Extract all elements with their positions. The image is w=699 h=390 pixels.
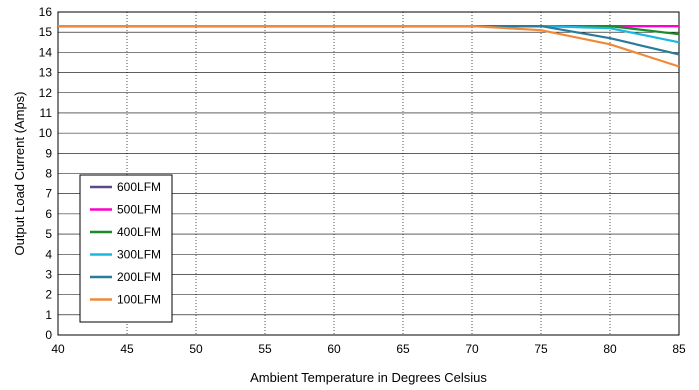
y-tick-label: 10 <box>39 126 53 140</box>
y-tick-label: 14 <box>39 45 53 59</box>
y-tick-label: 6 <box>45 207 52 221</box>
y-axis-title: Output Load Current (Amps) <box>12 91 27 255</box>
series-lines <box>58 25 680 68</box>
legend-label: 400LFM <box>117 225 161 239</box>
plot-border <box>57 11 680 336</box>
legend-label: 200LFM <box>117 270 161 284</box>
y-tick-label: 8 <box>45 167 52 181</box>
y-tick-label: 1 <box>45 308 52 322</box>
y-tick-label: 12 <box>39 86 53 100</box>
legend: 600LFM 500LFM 400LFM 300LFM 200LFM 100LFM <box>79 174 173 323</box>
y-tick-label: 13 <box>39 66 53 80</box>
x-tick-label: 70 <box>465 342 479 356</box>
x-tick-label: 75 <box>534 342 548 356</box>
x-tick-label: 65 <box>396 342 410 356</box>
y-tick-label: 4 <box>45 247 52 261</box>
x-tick-label: 60 <box>327 342 341 356</box>
x-tick-label: 45 <box>120 342 134 356</box>
y-tick-label: 3 <box>45 267 52 281</box>
y-tick-label: 7 <box>45 187 52 201</box>
y-tick-label: 5 <box>45 227 52 241</box>
y-tick-label: 15 <box>39 25 53 39</box>
x-tick-labels: 40 45 50 55 60 65 70 75 80 85 <box>51 342 686 356</box>
legend-label: 600LFM <box>117 180 161 194</box>
x-tick-label: 85 <box>672 342 686 356</box>
series-line-100lfm <box>58 25 680 68</box>
legend-label: 100LFM <box>117 293 161 307</box>
x-tick-label: 80 <box>603 342 617 356</box>
legend-label: 500LFM <box>117 203 161 217</box>
y-tick-label: 0 <box>45 328 52 342</box>
y-tick-label: 16 <box>39 5 53 19</box>
x-tick-label: 50 <box>189 342 203 356</box>
y-tick-label: 9 <box>45 146 52 160</box>
x-tick-label: 55 <box>258 342 272 356</box>
x-axis-title: Ambient Temperature in Degrees Celsius <box>250 370 487 385</box>
y-tick-label: 2 <box>45 288 52 302</box>
legend-label: 300LFM <box>117 248 161 262</box>
x-tick-label: 40 <box>51 342 65 356</box>
y-tick-label: 11 <box>40 106 53 120</box>
legend-box <box>79 174 173 323</box>
